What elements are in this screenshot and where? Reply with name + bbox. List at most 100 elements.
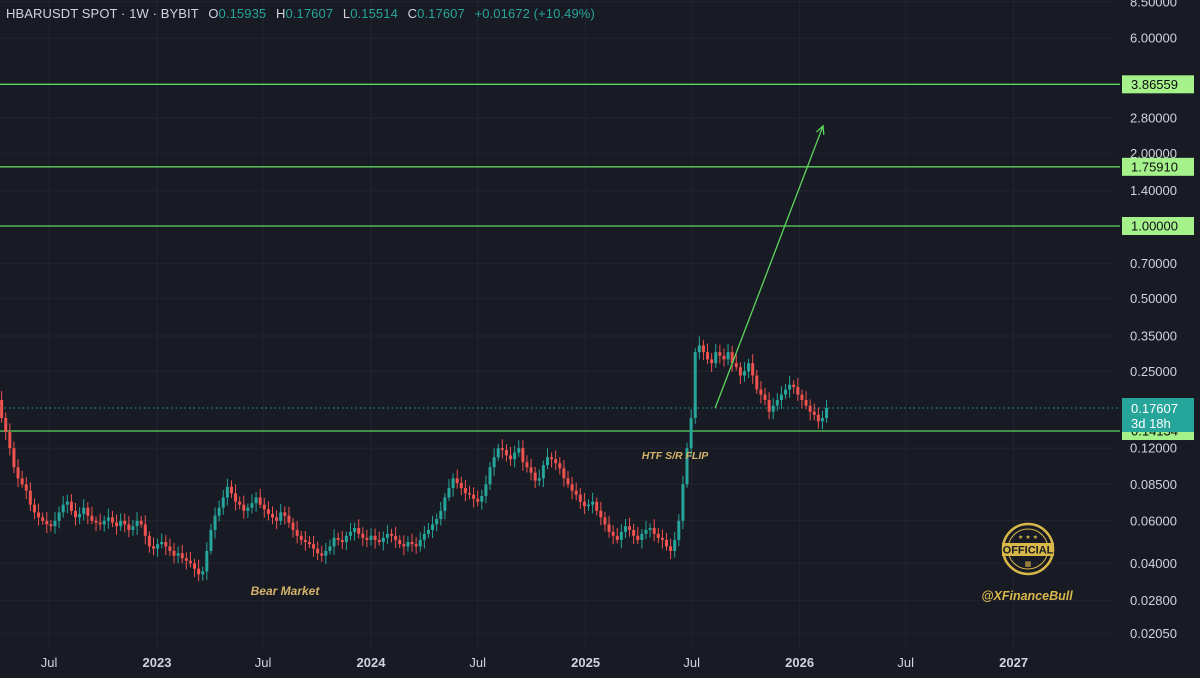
candle-body bbox=[595, 501, 599, 511]
candle-body bbox=[344, 535, 348, 543]
projection-line bbox=[714, 125, 824, 409]
candle-body bbox=[418, 539, 422, 547]
low-value: 0.15514 bbox=[350, 6, 398, 21]
change-value: +0.01672 (+10.49%) bbox=[474, 6, 595, 21]
candle-body bbox=[619, 531, 623, 540]
candle-body bbox=[718, 352, 722, 356]
candle-body bbox=[279, 512, 283, 521]
candle-body bbox=[373, 535, 377, 540]
candle-body bbox=[57, 512, 61, 521]
candle-body bbox=[390, 533, 394, 536]
price-axis[interactable]: 8.50000 6.00000 2.80000 2.00000 1.40000 0.700… bbox=[1130, 0, 1177, 641]
time-axis-label: 2025 bbox=[571, 655, 600, 670]
level-tag-label: 1.00000 bbox=[1131, 219, 1178, 234]
candle-body bbox=[381, 537, 385, 543]
candle-body bbox=[426, 529, 430, 534]
candle-body bbox=[32, 504, 36, 513]
candle-body bbox=[320, 553, 324, 556]
candle-body bbox=[164, 542, 168, 547]
candle-body bbox=[816, 414, 820, 422]
price-axis-label: 2.00000 bbox=[1130, 146, 1177, 161]
candle-body bbox=[283, 512, 287, 516]
current-price-tag: 0.17607 3d 18h bbox=[1122, 398, 1194, 432]
candle-body bbox=[451, 478, 455, 489]
candle-body bbox=[533, 472, 537, 481]
candle-body bbox=[336, 537, 340, 540]
candle-body bbox=[299, 535, 303, 540]
candle-body bbox=[406, 542, 410, 547]
time-axis-label: 2027 bbox=[999, 655, 1028, 670]
svg-text:▦: ▦ bbox=[1025, 560, 1032, 568]
candle-body bbox=[385, 533, 389, 538]
candle-body bbox=[24, 484, 28, 491]
candle-body bbox=[65, 501, 69, 505]
candle-body bbox=[784, 389, 788, 395]
candle-body bbox=[476, 498, 480, 502]
candle-body bbox=[615, 535, 619, 540]
time-axis[interactable]: Jul 2023 Jul 2024 Jul 2025 Jul 2026 Jul 2027 bbox=[41, 655, 1028, 670]
candle-body bbox=[767, 400, 771, 412]
time-axis-label: 2026 bbox=[785, 655, 814, 670]
candle-body bbox=[730, 352, 734, 364]
candle-body bbox=[119, 520, 123, 527]
candle-body bbox=[176, 553, 180, 556]
candle-body bbox=[246, 507, 250, 511]
candle-body bbox=[266, 509, 270, 515]
projection-arrowhead bbox=[816, 124, 825, 135]
candle-body bbox=[644, 529, 648, 534]
candle-body bbox=[12, 448, 16, 468]
candle-body bbox=[796, 387, 800, 395]
candle-body bbox=[554, 459, 558, 464]
price-axis-label: 0.25000 bbox=[1130, 364, 1177, 379]
candle-body bbox=[180, 553, 184, 559]
candle-body bbox=[225, 486, 229, 498]
candle-body bbox=[4, 418, 8, 433]
price-axis-label: 6.00000 bbox=[1130, 31, 1177, 46]
candle-body bbox=[135, 520, 139, 527]
candle-body bbox=[706, 352, 710, 360]
candle-body bbox=[537, 478, 541, 481]
candle-body bbox=[582, 501, 586, 507]
open-label: O bbox=[208, 6, 219, 21]
candle-body bbox=[127, 524, 131, 530]
badge-text: OFFICIAL bbox=[1003, 545, 1054, 557]
candle-body bbox=[340, 539, 344, 543]
candle-body bbox=[151, 546, 155, 549]
candle-body bbox=[722, 355, 726, 360]
candle-body bbox=[353, 528, 357, 532]
level-tag-label: 3.86559 bbox=[1131, 77, 1178, 92]
candle-body bbox=[90, 515, 94, 521]
candle-body bbox=[771, 405, 775, 412]
projection-arrow bbox=[714, 124, 825, 409]
candle-body bbox=[640, 533, 644, 540]
candle-body bbox=[463, 488, 467, 494]
candle-body bbox=[312, 544, 316, 549]
candle-body bbox=[673, 539, 677, 551]
candle-body bbox=[492, 457, 496, 468]
candle-body bbox=[61, 504, 65, 513]
candle-body bbox=[435, 519, 439, 525]
candle-body bbox=[751, 363, 755, 376]
candle-body bbox=[348, 531, 352, 536]
candle-body bbox=[275, 517, 279, 521]
candle-body bbox=[472, 494, 476, 499]
candle-body bbox=[291, 522, 295, 530]
candle-body bbox=[328, 546, 332, 551]
candle-body bbox=[78, 514, 82, 518]
candle-body bbox=[800, 394, 804, 401]
candle-body bbox=[74, 510, 78, 518]
time-axis-label: 2024 bbox=[357, 655, 387, 670]
candle-body bbox=[86, 507, 90, 516]
price-axis-label: 2.80000 bbox=[1130, 111, 1177, 126]
candle-body bbox=[106, 517, 110, 521]
candle-body bbox=[443, 497, 447, 511]
candle-body bbox=[574, 490, 578, 495]
candle-body bbox=[102, 520, 106, 525]
candle-body bbox=[632, 529, 636, 536]
candle-body bbox=[229, 486, 233, 494]
candle-body bbox=[94, 520, 98, 523]
candle-body bbox=[669, 546, 673, 551]
candle-body bbox=[521, 448, 525, 463]
candle-body bbox=[496, 448, 500, 458]
